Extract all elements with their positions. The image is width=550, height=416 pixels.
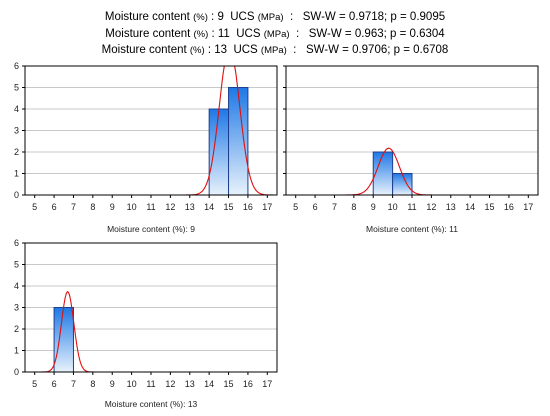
ytick-label-0-1: 1 <box>14 169 19 179</box>
xtick-label-1-5: 10 <box>388 202 398 212</box>
normal-curve-0 <box>25 66 277 195</box>
bar-0-1 <box>228 87 249 196</box>
xtick-label-1-3: 8 <box>351 202 356 212</box>
header-line-11: Moisture content (%) : 11 UCS (MPa) : SW… <box>105 28 445 40</box>
xtick-label-2-8: 13 <box>185 379 195 389</box>
xtick-label-2-3: 8 <box>90 379 95 389</box>
ytick-label-0-4: 4 <box>14 104 19 114</box>
xtick-label-1-7: 12 <box>426 202 436 212</box>
ytick-label-0-3: 3 <box>14 126 19 136</box>
xtick-label-0-6: 11 <box>146 202 155 212</box>
xtick-label-0-0: 5 <box>32 202 37 212</box>
ytick-label-2-6: 6 <box>14 238 19 248</box>
ytick-label-2-4: 4 <box>14 281 19 291</box>
xaxis-label-0: Moisture content (%): 9 <box>107 224 195 234</box>
ytick-label-2-0: 0 <box>14 367 19 377</box>
ytick-label-2-1: 1 <box>14 346 19 356</box>
xtick-label-1-11: 16 <box>504 202 514 212</box>
xtick-label-1-10: 15 <box>485 202 495 212</box>
xtick-label-2-2: 7 <box>71 379 76 389</box>
xaxis-label-2: Moisture content (%): 13 <box>105 399 198 409</box>
xtick-label-0-9: 14 <box>204 202 214 212</box>
xtick-label-1-2: 7 <box>332 202 337 212</box>
xtick-label-2-12: 17 <box>262 379 272 389</box>
xtick-label-1-4: 9 <box>371 202 376 212</box>
xtick-label-0-12: 17 <box>262 202 272 212</box>
xtick-label-2-0: 5 <box>32 379 37 389</box>
xaxis-label-1: Moisture content (%): 11 <box>366 224 458 234</box>
ytick-label-0-2: 2 <box>14 147 19 157</box>
xtick-label-2-9: 14 <box>204 379 214 389</box>
xtick-label-1-1: 6 <box>313 202 318 212</box>
xtick-label-0-1: 6 <box>52 202 57 212</box>
header-line-9: Moisture content (%) : 9 UCS (MPa) : SW-… <box>104 11 446 23</box>
ytick-label-0-5: 5 <box>14 83 19 93</box>
xtick-label-0-2: 7 <box>71 202 76 212</box>
bar-0-0 <box>208 108 230 196</box>
xtick-label-0-3: 8 <box>90 202 95 212</box>
ytick-label-2-3: 3 <box>14 303 19 313</box>
xtick-label-2-1: 6 <box>52 379 57 389</box>
normal-curve-2 <box>25 290 277 372</box>
ytick-label-0-0: 0 <box>14 190 19 200</box>
bar-2-0 <box>53 307 74 373</box>
xtick-label-0-5: 10 <box>127 202 137 212</box>
xtick-label-0-4: 9 <box>110 202 115 212</box>
xtick-label-1-0: 5 <box>293 202 298 212</box>
xtick-label-0-7: 12 <box>165 202 175 212</box>
xtick-label-1-8: 13 <box>446 202 456 212</box>
xtick-label-2-10: 15 <box>224 379 234 389</box>
normal-curve-1 <box>286 147 538 195</box>
xtick-label-1-6: 11 <box>407 202 416 212</box>
xtick-label-2-6: 11 <box>146 379 155 389</box>
xtick-label-0-8: 13 <box>185 202 195 212</box>
xtick-label-1-9: 14 <box>465 202 475 212</box>
xtick-label-0-11: 16 <box>243 202 253 212</box>
header-line-13: Moisture content (%) : 13 UCS (MPa) : SW… <box>101 44 449 56</box>
xtick-label-2-7: 12 <box>165 379 175 389</box>
ytick-label-0-6: 6 <box>14 61 19 71</box>
xtick-label-1-12: 17 <box>523 202 533 212</box>
bar-1-0 <box>372 151 394 196</box>
bar-1-1 <box>392 173 413 196</box>
xtick-label-2-4: 9 <box>110 379 115 389</box>
ytick-label-2-2: 2 <box>14 324 19 334</box>
xtick-label-2-5: 10 <box>127 379 137 389</box>
ytick-label-2-5: 5 <box>14 260 19 270</box>
xtick-label-0-10: 15 <box>224 202 234 212</box>
xtick-label-2-11: 16 <box>243 379 253 389</box>
